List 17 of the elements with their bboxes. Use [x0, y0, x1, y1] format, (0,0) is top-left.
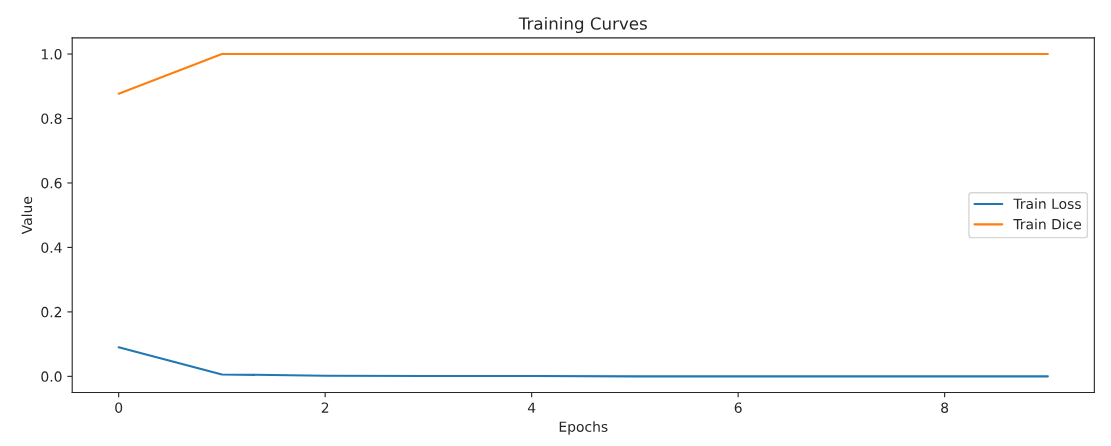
y-tick-label: 0.6	[41, 177, 62, 189]
y-tick-label: 0.2	[41, 306, 62, 318]
y-tick-label: 1.0	[41, 49, 62, 60]
x-tick-label: 0	[115, 402, 123, 413]
line-series	[117, 346, 1049, 378]
x-tick-label: 4	[527, 402, 536, 413]
legend-label: Train Loss	[1013, 198, 1081, 210]
y-tick-label: 0.4	[41, 242, 62, 253]
y-tick-label: 0.0	[41, 371, 62, 382]
x-axis-title: Epochs	[559, 421, 608, 435]
x-tick-label: 2	[321, 402, 329, 413]
legend-label: Train Dice	[1013, 218, 1082, 230]
chart-title: Training Curves	[518, 16, 647, 34]
y-tick-label: 0.8	[41, 113, 62, 124]
x-tick-label: 6	[734, 402, 742, 413]
y-axis-title: Value	[21, 196, 33, 235]
x-tick-label: 8	[941, 402, 949, 413]
